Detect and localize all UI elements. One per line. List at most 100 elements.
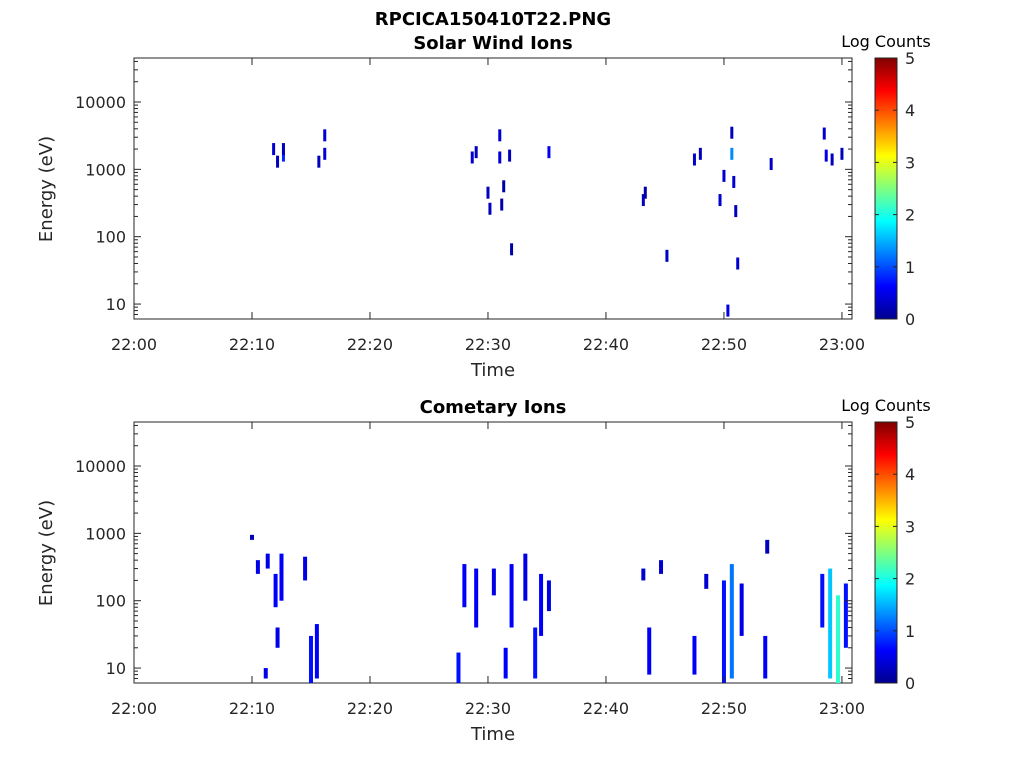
data-cell [498,129,502,142]
x-tick-label: 22:00 [111,699,157,718]
colorbar-tick-label: 3 [905,153,915,172]
data-column [249,534,254,540]
x-tick-label: 22:00 [111,335,157,354]
plot-area [133,57,853,320]
data-cell [730,126,734,139]
data-cell [692,153,696,166]
x-axis-ticks: 22:00 22:10 22:20 22:30 22:40 22:50 23:00 [111,422,865,718]
data-cell [488,202,492,215]
data-cell [323,147,327,160]
data-column [523,553,528,601]
data-cell [643,186,647,199]
data-cell [665,249,669,262]
colorbar-label: Log Counts [841,32,931,51]
x-axis-label: Time [470,724,515,745]
data-cell [718,194,722,207]
y-axis-ticks: 10 100 1000 10000 [75,424,852,684]
data-cell [736,257,740,270]
data-column [692,635,697,675]
x-tick-label: 23:00 [819,335,865,354]
colorbar-tick-label: 5 [905,49,915,68]
data-column [308,635,313,683]
colorbar-tick-label: 3 [905,517,915,536]
x-tick-label: 22:50 [701,335,747,354]
data-column [828,568,833,679]
x-axis-ticks: 22:00 22:10 22:20 22:30 22:40 22:50 23:00 [111,58,865,354]
spectrogram-cells [249,534,848,683]
data-cell [281,143,285,156]
colorbar-ticks: 0 1 2 3 4 5 [875,413,915,693]
data-column [647,627,652,675]
x-tick-label: 22:40 [583,335,629,354]
colorbar-tick-label: 1 [905,622,915,641]
data-cell [500,198,504,211]
data-column [462,564,467,608]
data-column [763,635,768,679]
data-column [739,583,744,636]
data-column [273,573,278,608]
data-cell [508,149,512,162]
data-cell [323,129,327,142]
y-tick-label: 1000 [85,524,126,543]
data-column [729,564,734,679]
data-cell [502,180,506,193]
data-cell [732,175,736,188]
data-column [265,553,270,569]
y-axis-ticks: 10 100 1000 10000 [75,60,852,320]
data-cell [474,146,478,159]
y-tick-label: 100 [95,592,126,611]
panel-title: Cometary Ions [420,397,567,418]
x-tick-label: 23:00 [819,699,865,718]
x-tick-label: 22:50 [701,699,747,718]
figure-title: RPCICA150410T22.PNG [375,9,611,30]
data-column [503,647,508,679]
colorbar-tick-label: 1 [905,258,915,277]
colorbar [874,57,898,320]
y-tick-label: 1000 [85,160,126,179]
y-tick-label: 10 [106,659,126,678]
data-column [704,573,709,589]
data-column [275,627,280,648]
data-column [509,564,514,628]
x-tick-label: 22:30 [465,335,511,354]
data-column [765,539,770,554]
y-tick-label: 10000 [75,93,126,112]
data-cell [726,304,730,317]
y-tick-label: 100 [95,228,126,247]
colorbar-tick-label: 5 [905,413,915,432]
colorbar [874,421,898,684]
data-column [641,568,646,581]
data-cell [698,147,702,160]
data-cell [276,155,280,168]
plot-area [133,421,853,684]
y-axis-label: Energy (eV) [36,500,57,606]
x-tick-label: 22:20 [347,699,393,718]
y-axis-label: Energy (eV) [36,136,57,242]
colorbar-tick-label: 4 [905,465,915,484]
colorbar-tick-label: 2 [905,206,915,225]
data-column [659,560,664,574]
data-column [456,652,461,683]
x-tick-label: 22:10 [229,699,275,718]
data-column [491,568,496,596]
data-column [539,573,544,636]
data-column [279,553,284,601]
data-cell [734,205,738,218]
data-cell [822,127,826,140]
data-column [255,560,260,574]
data-column [263,668,268,679]
data-cell [510,243,514,256]
data-cell [641,194,645,207]
data-cell [722,169,726,182]
data-cell [281,149,285,162]
data-column [836,595,841,683]
x-tick-label: 22:10 [229,335,275,354]
x-tick-label: 22:20 [347,335,393,354]
data-cell [272,143,276,156]
x-axis-label: Time [470,360,515,381]
data-cell [486,186,490,199]
data-cell [824,149,828,162]
